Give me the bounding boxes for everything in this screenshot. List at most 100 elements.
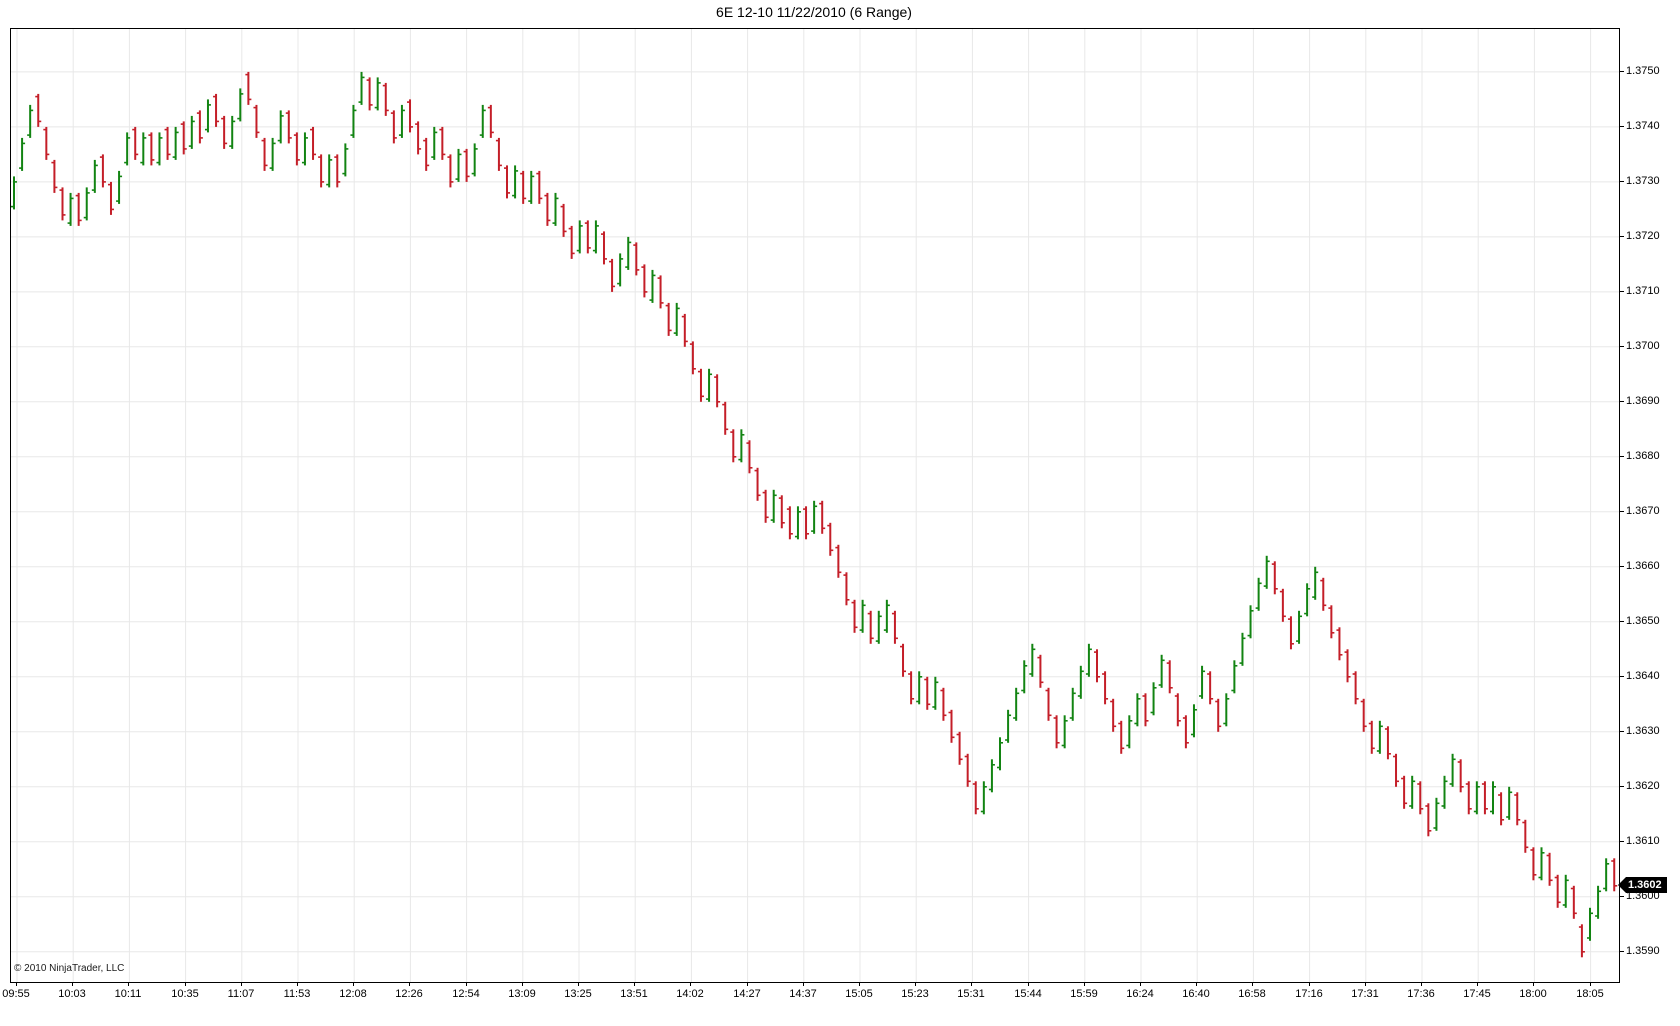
price-bar (83, 187, 90, 221)
price-axis-tick (1619, 125, 1624, 127)
price-bar (641, 264, 648, 298)
price-bar (754, 467, 761, 501)
price-axis-label: 1.3590 (1619, 945, 1660, 957)
time-axis-tick (578, 982, 579, 986)
price-bar (843, 572, 850, 606)
time-axis-label: 14:37 (789, 988, 817, 1000)
price-bar (124, 132, 131, 166)
price-bar (1554, 874, 1561, 908)
price-bar (75, 192, 82, 226)
price-bar (568, 225, 575, 259)
price-axis[interactable]: 1.3590 1.3600 1.3610 1.3620 1.3630 1.3640 1.36… (1619, 0, 1680, 1026)
price-bar (1279, 588, 1286, 622)
time-axis-tick (409, 982, 410, 986)
price-axis-tick (1619, 510, 1624, 512)
last-price-marker: 1.3602 (1618, 877, 1667, 893)
price-bar (730, 429, 737, 463)
price-bar (997, 737, 1004, 771)
price-axis-label: 1.3670 (1619, 505, 1660, 517)
price-bar (1312, 566, 1319, 600)
price-bar (762, 489, 769, 523)
time-axis-label: 13:09 (508, 988, 536, 1000)
price-bar (431, 126, 438, 160)
time-axis-tick (241, 982, 242, 986)
time-axis-label: 10:03 (58, 988, 86, 1000)
price-bar (1562, 874, 1569, 908)
time-axis-tick (185, 982, 186, 986)
price-axis-tick (1619, 675, 1624, 677)
price-axis-tick (1619, 70, 1624, 72)
price-bar (1085, 643, 1092, 677)
time-axis-tick (747, 982, 748, 986)
price-bar (407, 99, 414, 133)
price-bar (1481, 781, 1488, 815)
price-bar (1603, 858, 1610, 892)
time-axis-tick (1196, 982, 1197, 986)
price-axis-tick (1619, 400, 1624, 402)
price-bar (1110, 698, 1117, 732)
time-axis-tick (1028, 982, 1029, 986)
price-bar (528, 170, 535, 204)
time-axis-label: 17:45 (1463, 988, 1491, 1000)
time-axis-label: 15:44 (1014, 988, 1042, 1000)
time-axis-tick (72, 982, 73, 986)
price-bar (310, 126, 317, 160)
time-axis-label: 11:07 (227, 988, 255, 1000)
price-bar (908, 671, 915, 705)
price-bar (1223, 693, 1230, 727)
price-bar (697, 368, 704, 402)
time-axis-tick (1309, 982, 1310, 986)
price-bar (875, 610, 882, 644)
time-axis-label: 15:23 (901, 988, 929, 1000)
price-bar (59, 187, 66, 221)
price-bar (1134, 693, 1141, 727)
time-axis[interactable]: 09:55 10:03 10:11 10:35 11:07 11:53 12:08 12:26… (2, 982, 1618, 1006)
price-axis-tick (1619, 565, 1624, 567)
price-bar (172, 126, 179, 160)
price-bar (1061, 715, 1068, 749)
price-bar (980, 781, 987, 815)
time-axis-label: 15:31 (957, 988, 985, 1000)
price-bar (609, 258, 616, 292)
time-axis-label: 18:05 (1576, 988, 1604, 1000)
price-axis-tick (1619, 620, 1624, 622)
time-axis-tick (1084, 982, 1085, 986)
price-bar (366, 77, 373, 111)
time-axis-label: 10:35 (171, 988, 199, 1000)
price-bar (1433, 797, 1440, 831)
price-bar (1029, 643, 1036, 677)
price-bar (536, 170, 543, 204)
price-bar (778, 495, 785, 529)
time-axis-label: 17:16 (1295, 988, 1323, 1000)
price-axis-tick (1619, 455, 1624, 457)
price-bar (221, 115, 228, 149)
price-bar (479, 104, 486, 138)
time-axis-tick (16, 982, 17, 986)
price-bar (617, 253, 624, 287)
price-axis-tick (1619, 345, 1624, 347)
price-bar (382, 82, 389, 116)
price-bar (261, 137, 268, 171)
price-bar (1506, 786, 1513, 820)
price-bar (237, 88, 244, 122)
price-bar (196, 110, 203, 144)
price-bar (867, 610, 874, 644)
price-bar (681, 313, 688, 347)
price-bar (1142, 693, 1149, 727)
time-axis-tick (634, 982, 635, 986)
price-bar (1457, 759, 1464, 793)
price-bar (148, 132, 155, 166)
plot-area[interactable] (10, 28, 1620, 983)
time-axis-tick (128, 982, 129, 986)
price-bar (1239, 632, 1246, 666)
price-bar (180, 121, 187, 155)
price-bar (689, 341, 696, 375)
price-bar (423, 137, 430, 171)
price-bar (600, 231, 607, 265)
price-bar (900, 643, 907, 677)
price-bar (350, 104, 357, 138)
price-bar (1352, 671, 1359, 705)
price-bar (1490, 781, 1497, 815)
price-axis-tick (1619, 785, 1624, 787)
